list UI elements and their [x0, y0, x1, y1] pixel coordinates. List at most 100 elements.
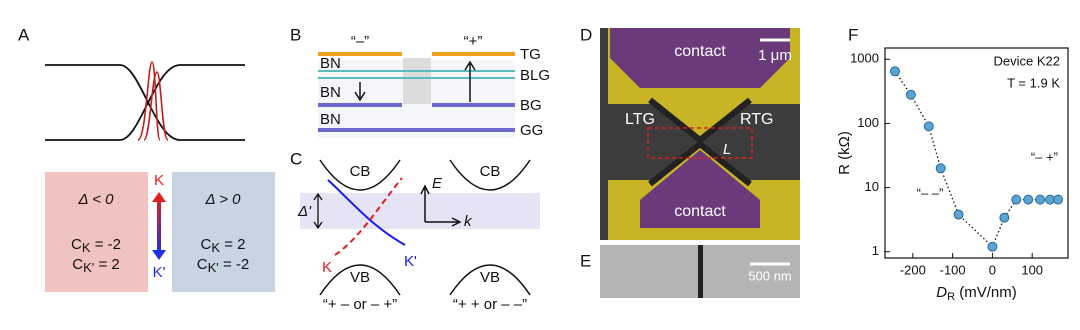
point: [1023, 194, 1034, 205]
t: K: [82, 240, 91, 255]
region: RTG: [740, 111, 773, 128]
edge-state: [334, 177, 403, 256]
gate: [318, 128, 515, 132]
x-label-main: D: [936, 284, 947, 301]
gap-line: [698, 245, 703, 298]
x-tick-label: 100: [1021, 262, 1043, 277]
x-label-unit: (mV/nm): [955, 284, 1017, 301]
annotation: Device K22: [994, 53, 1060, 68]
box: [172, 172, 275, 292]
vb: [319, 264, 401, 296]
panel-label: A: [18, 25, 30, 44]
panel-label: C: [290, 149, 302, 168]
sign: “–”: [351, 33, 369, 50]
t: = -2: [219, 256, 249, 273]
field-arrow: [354, 82, 366, 102]
valley: K: [154, 172, 164, 189]
gate: [318, 103, 402, 107]
point: [1011, 194, 1022, 205]
gate: [432, 52, 515, 56]
etch: [648, 97, 752, 187]
t: C: [197, 256, 208, 273]
band: VB: [480, 269, 500, 286]
region: LTG: [625, 111, 655, 128]
x-tick-label: -200: [900, 262, 926, 277]
axes: [420, 184, 462, 227]
point: [999, 212, 1010, 223]
layer: BLG: [520, 67, 550, 84]
x-label-sub: R: [947, 291, 955, 303]
length: L: [723, 141, 731, 158]
band-curve: [45, 64, 245, 141]
sign: “+”: [464, 33, 483, 50]
chern: CK' = -2: [197, 256, 249, 275]
box: [45, 172, 148, 292]
gate: [432, 103, 515, 107]
point: [1053, 194, 1064, 205]
edge-state: [327, 179, 406, 246]
peak: [137, 61, 161, 141]
point: [953, 209, 964, 220]
axis-label: k: [464, 213, 473, 230]
y-axis-label: R (kΩ): [836, 131, 853, 175]
plot-frame: [884, 47, 1069, 259]
region: contact: [674, 203, 726, 220]
gap-band: [300, 193, 540, 229]
y-tick-label: 1000: [850, 51, 879, 66]
axis-label: E: [432, 175, 443, 192]
layer: TG: [520, 46, 541, 63]
cb: [449, 159, 531, 191]
x-tick-label: 0: [989, 262, 996, 277]
valley: K': [153, 264, 166, 281]
point: [1035, 194, 1046, 205]
layer: GG: [520, 122, 543, 139]
caption: “+ – or – +”: [323, 296, 397, 313]
panel-label: D: [580, 25, 592, 44]
field-arrow: [464, 60, 476, 102]
annotation: T = 1.9 K: [1007, 75, 1060, 90]
y-tick-label: 1: [872, 243, 879, 258]
caption: “+ + or – –”: [453, 296, 527, 313]
x-axis-label: DR (mV/nm): [936, 284, 1016, 303]
gap: [403, 58, 431, 104]
layer: BG: [520, 97, 542, 114]
chern: CK = 2: [201, 236, 246, 255]
region: contact: [674, 43, 726, 60]
bn: BN: [320, 55, 341, 72]
bn: BN: [320, 84, 341, 101]
contact-region: [610, 28, 790, 88]
arrow: [157, 200, 161, 252]
scale: 500 nm: [748, 268, 791, 283]
arrow-head: [152, 250, 166, 260]
cb: [319, 159, 401, 191]
point: [923, 121, 934, 132]
valley: K': [404, 253, 417, 270]
t: C: [72, 256, 83, 273]
arrow-head: [152, 192, 166, 202]
band-curve: [45, 64, 245, 141]
t: K': [208, 260, 219, 275]
t: = 2: [94, 256, 119, 273]
condition: Δ > 0: [205, 191, 242, 208]
point: [889, 66, 900, 77]
peak: [143, 71, 169, 141]
t: K': [83, 260, 94, 275]
band: VB: [350, 269, 370, 286]
t: K: [211, 240, 220, 255]
x-tick-label: -100: [940, 262, 966, 277]
bn: BN: [320, 111, 341, 128]
panel-label: F: [848, 25, 858, 44]
contact-region: [640, 150, 760, 228]
point: [987, 241, 998, 252]
chern: CK = -2: [71, 236, 121, 255]
point: [905, 89, 916, 100]
gap-label: Δ': [297, 203, 312, 220]
valley: K: [322, 259, 332, 276]
fit-line: [894, 70, 1059, 248]
annotation: “– –”: [917, 185, 944, 200]
band: CB: [350, 163, 371, 180]
t: = -2: [91, 236, 121, 253]
point: [935, 163, 946, 174]
